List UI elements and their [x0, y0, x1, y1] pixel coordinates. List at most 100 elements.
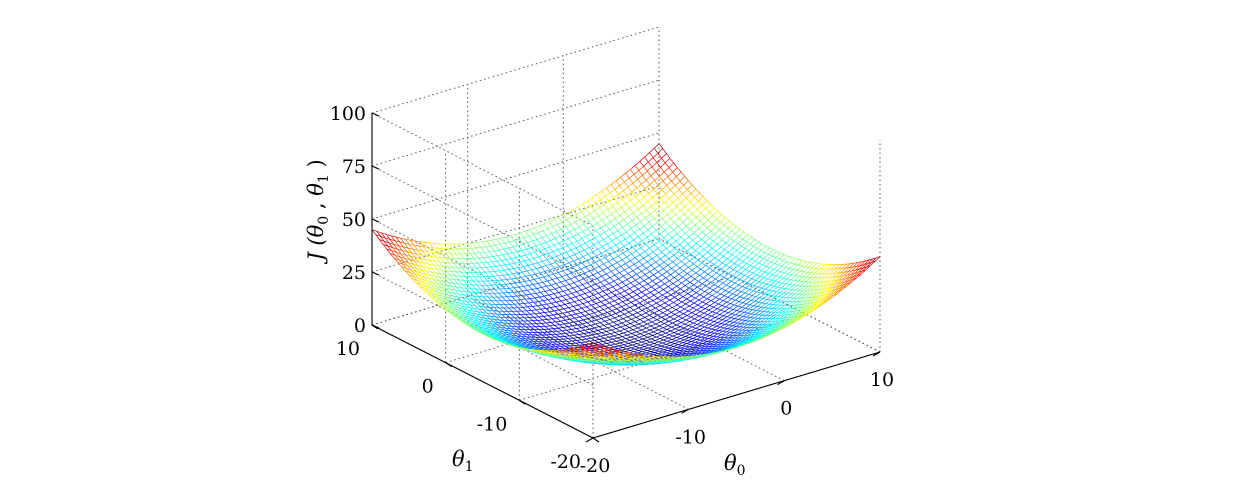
- mesh-segment: [653, 314, 659, 318]
- mesh-segment: [633, 261, 639, 265]
- mesh-segment: [775, 271, 782, 277]
- mesh-segment: [420, 258, 426, 260]
- mesh-segment: [747, 272, 754, 278]
- mesh-segment: [499, 288, 504, 294]
- mesh-segment: [435, 288, 441, 291]
- mesh-segment: [433, 264, 439, 267]
- mesh-segment: [560, 319, 566, 322]
- mesh-segment: [739, 292, 746, 297]
- mesh-segment: [415, 257, 421, 259]
- mesh-segment: [746, 300, 752, 305]
- mesh-segment: [701, 306, 706, 309]
- mesh-segment: [539, 250, 544, 256]
- mesh-segment: [702, 333, 706, 336]
- mesh-segment: [840, 281, 846, 287]
- mesh-segment: [647, 261, 652, 266]
- mesh-segment: [586, 337, 592, 340]
- mesh-segment: [687, 329, 692, 332]
- mesh-segment: [787, 313, 793, 318]
- mesh-segment: [684, 308, 689, 312]
- mesh-segment: [484, 306, 489, 311]
- mesh-segment: [463, 308, 469, 311]
- mesh-segment: [825, 293, 831, 298]
- mesh-segment: [721, 305, 726, 308]
- mesh-segment: [538, 256, 543, 262]
- mesh-segment: [515, 281, 520, 284]
- mesh-segment: [566, 329, 571, 333]
- mesh-segment: [767, 318, 773, 322]
- mesh-segment: [442, 248, 447, 254]
- mesh-segment: [561, 274, 567, 277]
- mesh-segment: [543, 315, 549, 317]
- mesh-segment: [720, 217, 726, 223]
- mesh-segment: [751, 321, 757, 325]
- mesh-segment: [662, 176, 669, 182]
- mesh-segment: [654, 241, 660, 246]
- mesh-segment: [780, 311, 786, 316]
- mesh-segment: [606, 187, 611, 194]
- mesh-segment: [471, 312, 476, 317]
- mesh-segment: [644, 251, 649, 256]
- mesh-segment: [525, 253, 531, 256]
- mesh-segment: [408, 243, 414, 250]
- mesh-segment: [768, 315, 774, 319]
- mesh-segment: [709, 238, 714, 242]
- mesh-segment: [609, 317, 615, 320]
- mesh-segment: [702, 331, 708, 335]
- mesh-segment: [637, 243, 642, 248]
- mesh-segment: [603, 341, 608, 344]
- mesh-segment: [591, 348, 596, 351]
- mesh-segment: [645, 294, 650, 299]
- mesh-segment: [693, 205, 698, 210]
- mesh-segment: [507, 273, 513, 275]
- mesh-segment: [490, 316, 495, 320]
- mesh-segment: [426, 270, 431, 276]
- mesh-segment: [538, 301, 543, 306]
- mesh-segment: [486, 312, 492, 317]
- mesh-segment: [573, 282, 578, 287]
- mesh-segment: [750, 283, 755, 286]
- mesh-segment: [648, 277, 653, 282]
- mesh-segment: [573, 260, 578, 266]
- mesh-segment: [791, 274, 796, 276]
- mesh-segment: [710, 278, 716, 283]
- mesh-segment: [641, 289, 647, 293]
- mesh-segment: [447, 266, 452, 272]
- mesh-segment: [731, 250, 737, 255]
- mesh-segment: [643, 347, 649, 350]
- mesh-segment: [725, 242, 730, 246]
- mesh-segment: [511, 257, 516, 259]
- mesh-segment: [664, 226, 670, 231]
- mesh-segment: [685, 300, 691, 305]
- mesh-segment: [676, 285, 681, 290]
- mesh-segment: [621, 304, 627, 308]
- mesh-segment: [589, 213, 594, 219]
- mesh-segment: [396, 251, 402, 255]
- mesh-segment: [750, 236, 755, 240]
- mesh-segment: [633, 340, 639, 343]
- mesh-segment: [645, 341, 651, 345]
- mesh-segment: [682, 254, 687, 259]
- mesh-segment: [565, 343, 570, 347]
- mesh-segment: [855, 265, 861, 271]
- mesh-segment: [557, 247, 563, 251]
- mesh-segment: [700, 308, 706, 312]
- mesh-segment: [442, 284, 448, 286]
- mesh-segment: [599, 306, 604, 310]
- mesh-segment: [572, 266, 577, 272]
- mesh-segment: [532, 305, 538, 307]
- mesh-segment: [606, 292, 612, 295]
- mesh-segment: [533, 301, 538, 307]
- mesh-segment: [539, 312, 544, 317]
- mesh-segment: [506, 279, 511, 284]
- mesh-segment: [694, 278, 699, 282]
- mesh-segment: [613, 258, 618, 263]
- mesh-segment: [538, 254, 544, 258]
- mesh-segment: [505, 317, 510, 321]
- mesh-segment: [679, 244, 684, 249]
- mesh-segment: [479, 292, 484, 298]
- mesh-segment: [380, 235, 386, 239]
- mesh-segment: [764, 247, 770, 253]
- mesh-segment: [832, 272, 838, 278]
- mesh-segment: [543, 253, 549, 256]
